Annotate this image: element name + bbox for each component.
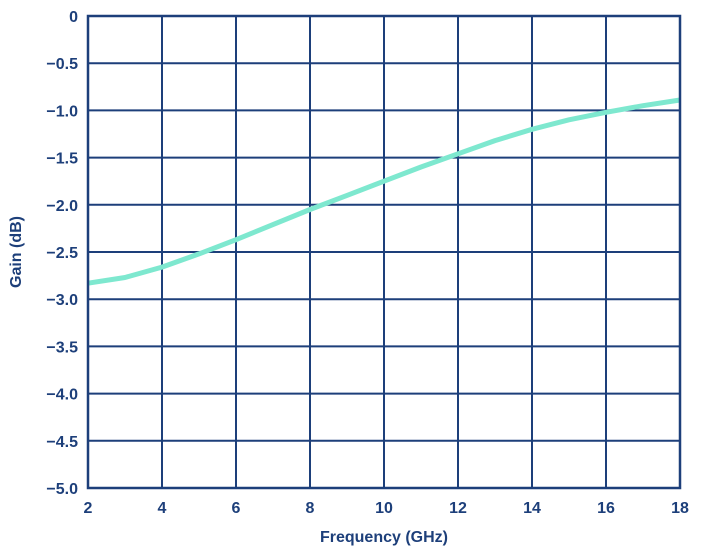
series-layer [87,97,681,286]
x-tick-label: 18 [671,500,689,517]
y-tick-label: −0.5 [46,56,78,73]
y-tick-label: 0 [69,9,78,26]
y-tick-label: −3.0 [46,292,78,309]
y-tick-label: −2.0 [46,198,78,215]
y-tick-label: −5.0 [46,481,78,498]
series-line-0 [87,97,681,286]
y-tick-label: −4.5 [46,434,78,451]
x-tick-label: 16 [597,500,615,517]
y-axis-label: Gain (dB) [8,216,25,288]
x-tick-label: 8 [306,500,315,517]
y-tick-labels: 0 −0.5 −1.0 −1.5 −2.0 −2.5 −3.0 −3.5 −4.0 −4.5 −5.… [46,9,78,498]
x-tick-label: 14 [523,500,541,517]
x-axis-label: Frequency (GHz) [320,529,448,546]
x-tick-label: 12 [449,500,467,517]
y-tick-label: −1.5 [46,151,78,168]
x-tick-labels: 2 4 6 8 10 12 14 16 18 [84,500,689,517]
x-tick-label: 10 [375,500,393,517]
x-tick-label: 6 [232,500,241,517]
y-tick-label: −4.0 [46,387,78,404]
x-tick-label: 4 [158,500,167,517]
grid-lines [87,15,681,489]
plot-area-frame [86,14,682,490]
y-tick-label: −3.5 [46,339,78,356]
y-tick-label: −1.0 [46,103,78,120]
x-tick-label: 2 [84,500,93,517]
y-tick-label: −2.5 [46,245,78,262]
